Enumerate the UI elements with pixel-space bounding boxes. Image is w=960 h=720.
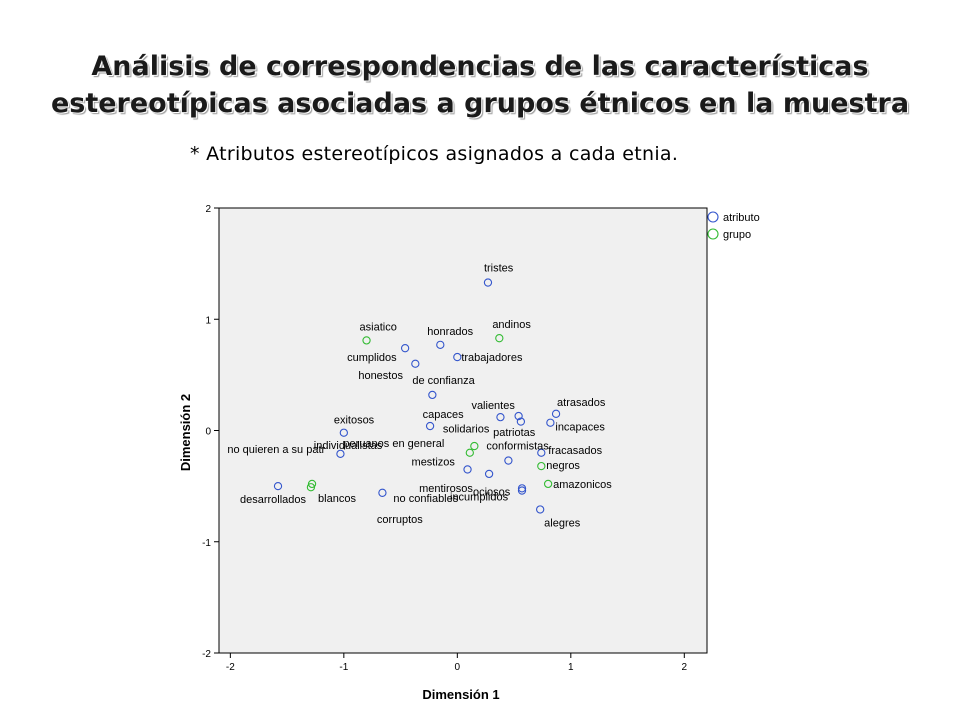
point-label: peruanos en general [343, 438, 444, 450]
atributo-point [400, 344, 410, 353]
slide-title: Análisis de correspondencias de las cara… [0, 48, 960, 122]
slide-title-line-1: Análisis de correspondencias de las cara… [91, 51, 869, 82]
legend-marker-grupo [707, 228, 719, 240]
point-label: tristes [484, 263, 514, 275]
point-label: incumplidos [450, 492, 509, 504]
point-label: capaces [423, 409, 464, 421]
point-label: no confiables [393, 493, 458, 505]
grupo-point [362, 336, 371, 345]
legend-label-grupo: grupo [723, 229, 751, 241]
atributo-point [436, 340, 445, 349]
point-label: asiatico [360, 321, 397, 333]
point-label: cumplidos [347, 352, 397, 364]
point-label: patriotas [493, 427, 536, 439]
point-label: andinos [492, 319, 531, 331]
point-label: mentirosos [419, 483, 473, 495]
point-label: blancos [318, 493, 356, 505]
atributo-point [517, 486, 527, 495]
point-label: incapaces [555, 422, 605, 434]
atributo-point [428, 390, 437, 400]
point-label: mestizos [412, 456, 456, 468]
point-label: atrasados [557, 397, 606, 409]
atributo-point [537, 448, 546, 457]
point-label: valientes [471, 400, 515, 412]
x-tick-label: -1 [339, 662, 348, 673]
y-tick-label: -1 [202, 538, 211, 549]
atributo-point [516, 417, 526, 426]
atributo-point [517, 484, 527, 493]
atributo-point [411, 359, 420, 368]
grupo-point [537, 461, 546, 471]
atributo-point [273, 481, 283, 491]
atributo-point [514, 411, 523, 421]
atributo-point [463, 465, 472, 474]
atributo-point [546, 418, 555, 427]
grupo-point [470, 441, 479, 451]
plot-area [218, 207, 708, 654]
grupo-point [306, 483, 316, 492]
point-label: exitosos [334, 415, 375, 427]
y-tick-label: 0 [205, 427, 211, 438]
atributo-point [336, 449, 345, 459]
point-label: conformistas [486, 441, 549, 453]
atributo-point [496, 412, 505, 422]
legend-marker-atributo [707, 211, 719, 223]
y-tick-label: -2 [202, 649, 211, 660]
x-tick-label: -2 [226, 662, 235, 673]
point-label: ociosos [473, 486, 511, 498]
atributo-point [425, 421, 435, 431]
y-tick-label: 2 [205, 204, 211, 215]
point-label: no quieren a su patr [227, 444, 325, 456]
point-label: amazonicos [553, 479, 612, 491]
atributo-point [536, 505, 545, 514]
atributo-point [551, 409, 561, 418]
atributo-point [484, 469, 494, 479]
x-tick-label: 2 [682, 662, 688, 673]
grupo-point [543, 479, 553, 489]
point-label: desarrollados [240, 494, 307, 506]
point-label: negros [546, 460, 580, 472]
point-label: trabajadores [461, 352, 523, 364]
grupo-point [465, 448, 474, 457]
atributo-point [504, 456, 513, 465]
legend-label-atributo: atributo [723, 212, 760, 224]
slide-subtitle: * Atributos estereotípicos asignados a c… [190, 143, 679, 165]
point-label: fracasados [548, 445, 602, 457]
point-label: de confianza [412, 375, 475, 387]
point-label: honrados [427, 326, 473, 338]
x-axis-title: Dimensión 1 [422, 687, 499, 702]
x-tick-label: 0 [455, 662, 461, 673]
slide-title-line-2: estereotípicas asociadas a grupos étnico… [50, 88, 910, 119]
point-label: alegres [544, 517, 581, 529]
atributo-point [453, 352, 462, 362]
point-label: honestos [358, 370, 403, 382]
y-axis-title: Dimensión 2 [178, 394, 193, 471]
atributo-point [339, 428, 348, 437]
x-tick-label: 1 [568, 662, 574, 673]
point-label: corruptos [377, 514, 423, 526]
point-label: solidarios [443, 424, 490, 436]
atributo-point [378, 488, 387, 497]
atributo-point [483, 278, 493, 287]
grupo-point [495, 334, 504, 343]
point-label: individualistas [314, 440, 383, 452]
y-tick-label: 1 [205, 315, 211, 326]
